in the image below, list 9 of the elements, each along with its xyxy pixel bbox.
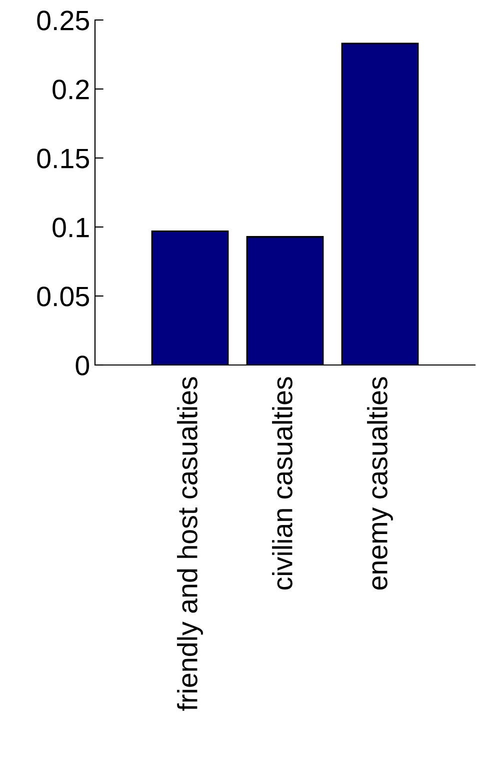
x-tick-label: civilian casualties — [272, 377, 292, 590]
y-tick-label: 0.05 — [37, 286, 89, 306]
y-tick-label: 0.2 — [52, 80, 89, 100]
y-tick-label: 0.25 — [37, 10, 89, 30]
y-tick-label: 0 — [76, 356, 90, 376]
y-tick-label: 0.15 — [37, 148, 89, 168]
y-tick-label: 0.1 — [52, 218, 89, 238]
x-tick-label: enemy casualties — [367, 377, 393, 590]
x-tick-label: friendly and host casualties — [177, 377, 203, 711]
